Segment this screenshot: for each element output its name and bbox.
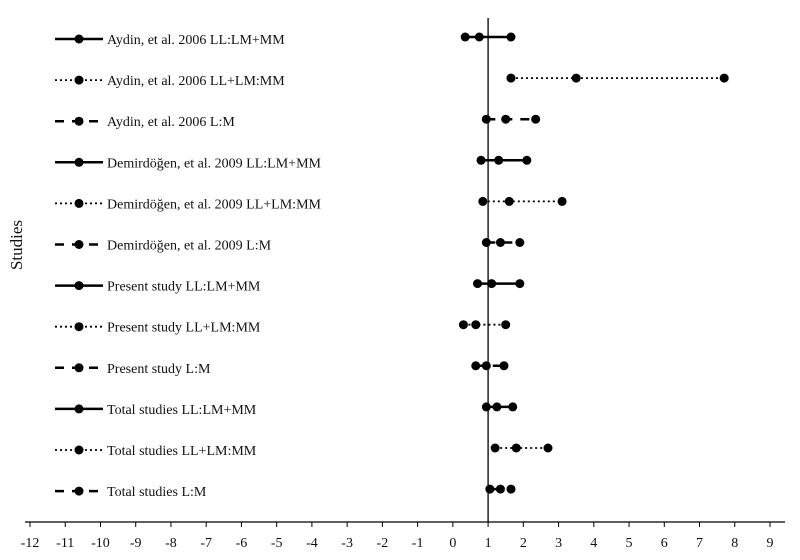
x-tick-label: -5 — [271, 536, 283, 551]
study-row: Present study LL+LM:MM — [55, 320, 511, 336]
x-tick-label: 5 — [626, 536, 633, 551]
study-label: Aydin, et al. 2006 L:M — [107, 115, 235, 130]
study-row: Demirdöğen, et al. 2009 LL+LM:MM — [55, 196, 567, 212]
study-label: Demirdöğen, et al. 2009 L:M — [107, 239, 272, 254]
x-tick-label: -9 — [130, 536, 142, 551]
study-label: Aydin, et al. 2006 LL+LM:MM — [107, 74, 285, 89]
ci-lower-point — [490, 443, 500, 453]
legend-key-marker — [74, 34, 84, 44]
ci-upper-point — [499, 361, 509, 371]
ci-upper-point — [522, 155, 532, 165]
x-tick-label: 2 — [520, 536, 527, 551]
x-tick-label: -11 — [56, 536, 74, 551]
x-tick-label: -4 — [306, 536, 318, 551]
x-tick-label: 9 — [767, 536, 774, 551]
estimate-point — [492, 402, 502, 412]
x-axis-ticks: -12 -11 -10 -9 -8 -7 -6 -5 -4 -3 -2 -1 0 1 2 3 4 5 6 7 8 9 — [21, 522, 774, 551]
ci-upper-point — [506, 32, 516, 42]
study-row: Present study L:M — [55, 361, 509, 377]
x-tick-label: 4 — [590, 536, 597, 551]
ci-lower-point — [481, 114, 491, 124]
study-row: Demirdöğen, et al. 2009 LL:LM+MM — [55, 155, 532, 171]
x-tick-label: -12 — [21, 536, 40, 551]
ci-lower-point — [458, 320, 468, 330]
legend-key-marker — [74, 116, 84, 126]
study-label: Aydin, et al. 2006 LL:LM+MM — [107, 33, 285, 48]
study-row: Aydin, et al. 2006 LL:LM+MM — [55, 32, 516, 48]
ci-lower-point — [473, 279, 483, 289]
ci-upper-point — [543, 443, 553, 453]
ci-upper-point — [506, 484, 516, 494]
estimate-point — [501, 114, 511, 124]
x-tick-label: 0 — [449, 536, 456, 551]
study-row: Total studies LL+LM:MM — [55, 443, 553, 459]
study-rows: Aydin, et al. 2006 LL:LM+MM Aydin, et al.… — [55, 32, 729, 500]
legend-key-marker — [74, 198, 84, 208]
legend-key-marker — [74, 404, 84, 414]
study-label: Present study LL+LM:MM — [107, 321, 261, 336]
study-row: Demirdöğen, et al. 2009 L:M — [55, 238, 525, 254]
ci-upper-point — [515, 279, 525, 289]
estimate-point — [487, 279, 497, 289]
estimate-point — [495, 484, 505, 494]
ci-lower-point — [478, 196, 488, 206]
x-tick-label: -8 — [165, 536, 177, 551]
ci-upper-point — [515, 238, 525, 247]
ci-lower-point — [481, 238, 491, 247]
study-label: Demirdöğen, et al. 2009 LL+LM:MM — [107, 197, 322, 212]
legend-key-marker — [74, 486, 84, 496]
legend-key-marker — [74, 445, 84, 455]
x-tick-label: -3 — [341, 536, 353, 551]
x-tick-label: 7 — [696, 536, 703, 551]
ci-upper-point — [501, 320, 511, 330]
ci-upper-point — [508, 402, 518, 412]
ci-lower-point — [460, 32, 470, 42]
y-axis-label: Studies — [7, 220, 26, 270]
x-tick-label: -7 — [200, 536, 212, 551]
estimate-point — [495, 238, 505, 247]
ci-lower-point — [481, 402, 491, 412]
ci-lower-point — [476, 155, 486, 165]
study-row: Present study LL:LM+MM — [55, 279, 525, 295]
ci-upper-point — [719, 73, 729, 83]
ci-lower-point — [485, 484, 495, 494]
study-row: Aydin, et al. 2006 L:M — [55, 114, 541, 130]
x-tick-label: 3 — [555, 536, 562, 551]
estimate-point — [471, 320, 481, 330]
legend-key-marker — [74, 157, 84, 167]
study-row: Total studies L:M — [55, 484, 516, 500]
estimate-point — [481, 361, 491, 371]
ci-lower-point — [471, 361, 481, 371]
x-tick-label: -10 — [91, 536, 110, 551]
ci-upper-point — [557, 196, 567, 206]
x-tick-label: -6 — [236, 536, 248, 551]
study-label: Total studies LL:LM+MM — [107, 403, 257, 418]
study-row: Total studies LL:LM+MM — [55, 402, 518, 418]
study-label: Demirdöğen, et al. 2009 LL:LM+MM — [107, 156, 322, 171]
estimate-point — [511, 443, 521, 453]
estimate-point — [504, 196, 514, 206]
ci-lower-point — [506, 73, 516, 83]
x-tick-label: 6 — [661, 536, 668, 551]
study-label: Total studies LL+LM:MM — [107, 444, 257, 459]
x-tick-label: -2 — [377, 536, 389, 551]
study-row: Aydin, et al. 2006 LL+LM:MM — [55, 73, 729, 89]
estimate-point — [494, 155, 504, 165]
study-label: Total studies L:M — [107, 485, 207, 500]
estimate-point — [474, 32, 484, 42]
study-label: Present study LL:LM+MM — [107, 280, 261, 295]
x-tick-label: 1 — [485, 536, 492, 551]
legend-key-marker — [74, 281, 84, 291]
legend-key-marker — [74, 240, 84, 249]
x-tick-label: 8 — [731, 536, 738, 551]
legend-key-marker — [74, 363, 84, 373]
x-tick-label: -1 — [412, 536, 424, 551]
ci-upper-point — [531, 114, 541, 124]
estimate-point — [571, 73, 581, 83]
legend-key-marker — [74, 75, 84, 85]
legend-key-marker — [74, 322, 84, 332]
study-label: Present study L:M — [107, 362, 211, 377]
